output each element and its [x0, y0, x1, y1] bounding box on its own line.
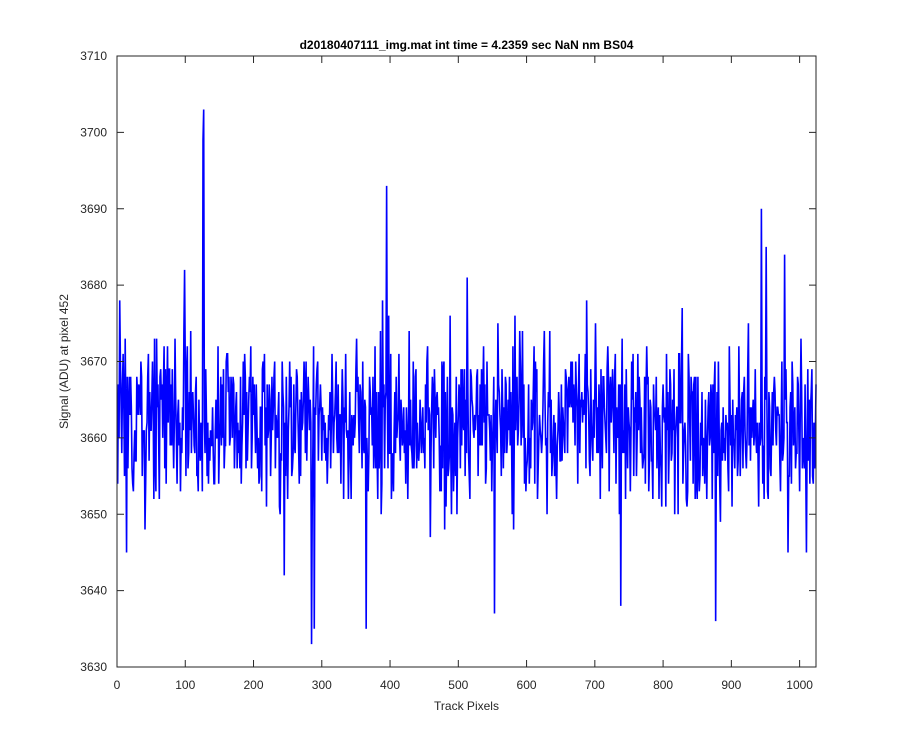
- x-tick-label: 100: [175, 678, 195, 692]
- series-line: [116, 109, 817, 645]
- x-tick-label: 1000: [786, 678, 813, 692]
- y-tick-label: 3650: [80, 507, 107, 521]
- y-tick-label: 3640: [80, 584, 107, 598]
- x-tick-label: 600: [517, 678, 537, 692]
- x-tick-label: 200: [244, 678, 264, 692]
- x-tick-label: 0: [114, 678, 121, 692]
- x-axis: 0 100 200 300 400 500 600 700 800 900 1000: [114, 56, 813, 692]
- y-tick-label: 3660: [80, 431, 107, 445]
- x-tick-label: 800: [653, 678, 673, 692]
- y-tick-label: 3680: [80, 278, 107, 292]
- y-tick-label: 3710: [80, 49, 107, 63]
- y-tick-label: 3630: [80, 660, 107, 674]
- series-layer: [116, 109, 817, 645]
- y-axis: 3630 3640 3650 3660 3670 3680 3690 3700 3710: [80, 49, 816, 674]
- x-tick-label: 900: [721, 678, 741, 692]
- y-tick-label: 3700: [80, 125, 107, 139]
- y-tick-label: 3670: [80, 355, 107, 369]
- y-axis-label: Signal (ADU) at pixel 452: [57, 294, 71, 429]
- x-tick-label: 300: [312, 678, 332, 692]
- x-tick-label: 400: [380, 678, 400, 692]
- x-axis-label: Track Pixels: [434, 699, 499, 713]
- x-tick-label: 700: [585, 678, 605, 692]
- x-tick-label: 500: [448, 678, 468, 692]
- chart-title: d20180407111_img.mat int time = 4.2359 s…: [300, 38, 634, 52]
- y-tick-label: 3690: [80, 202, 107, 216]
